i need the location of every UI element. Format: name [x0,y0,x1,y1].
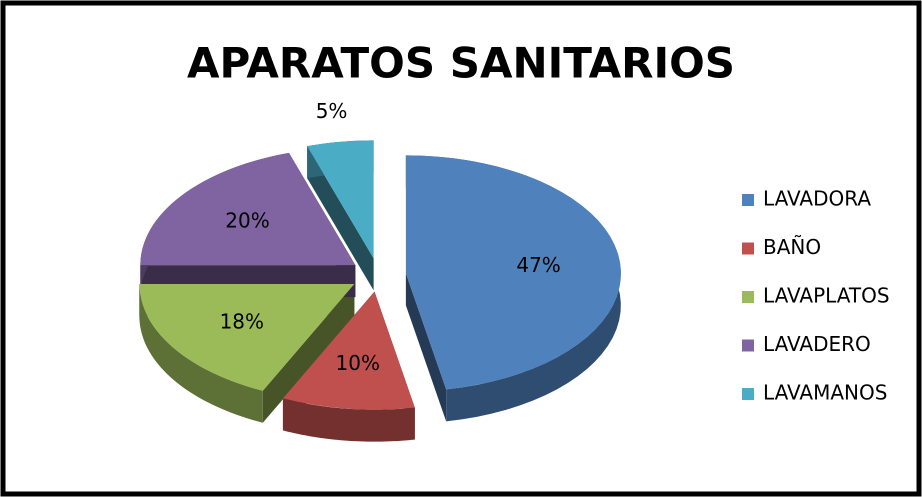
legend-label: LAVADERO [763,332,871,356]
data-label: 10% [336,351,380,375]
legend-swatch [742,242,754,255]
chart-title: APARATOS SANITARIOS [187,39,735,88]
slice [139,284,355,391]
legend-label: LAVAPLATOS [763,284,890,308]
slice [405,155,621,390]
data-label: 47% [516,253,560,277]
slice-side [405,273,447,422]
legend-swatch [742,291,754,303]
legend-swatch [742,194,754,206]
slice [282,291,415,410]
slice [140,152,356,266]
legend-label: LAVADORA [763,187,871,211]
slice-wall [139,284,263,423]
data-label: 5% [316,99,348,123]
legend-label: BAÑO [763,235,821,259]
legend-swatch [742,388,754,400]
slice-side [262,284,355,423]
legend-swatch [742,339,754,352]
slice [307,140,374,259]
slice-wall [282,398,415,442]
data-label: 20% [225,209,269,233]
legend-label: LAVAMANOS [763,381,887,405]
data-label: 18% [220,310,264,334]
slice-side [307,146,374,291]
